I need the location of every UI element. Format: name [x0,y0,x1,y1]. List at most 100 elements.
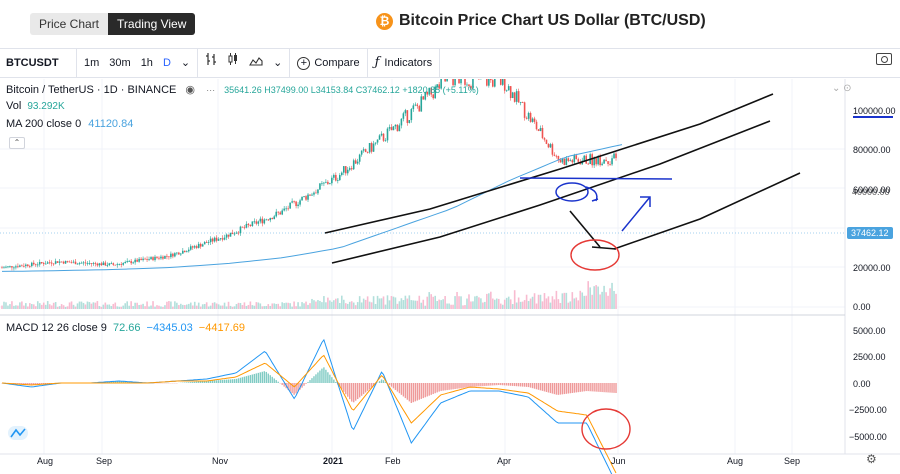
macd-hist-bar [609,383,611,393]
candle-body [5,266,7,268]
interval-dropdown-chevron-icon[interactable]: ⌄ [180,57,191,69]
camera-icon[interactable] [876,53,892,65]
eye-icon[interactable]: ◉ [185,84,196,96]
page-title: Bitcoin Price Chart US Dollar (BTC/USD) [399,12,706,29]
indicators-button[interactable]: ƒ Indicators [370,49,438,77]
area-style-icon[interactable] [244,49,268,77]
interval-1h[interactable]: 1h [140,57,153,69]
volume-bar [505,297,508,309]
candle-body [154,256,156,261]
svg-text:40000.00: 40000.00 [852,187,890,197]
volume-bar [1,305,3,309]
volume-bar [108,304,111,309]
candle-body [460,79,462,84]
legend-pair: Bitcoin / TetherUS · 1D · BINANCE [6,84,177,96]
macd-hist-bar [531,383,534,389]
macd-hist-bar [430,383,432,395]
candle-body [291,201,293,203]
candle-body [146,259,148,261]
volume-bar [255,302,258,309]
candle-body [182,250,184,254]
price-chart[interactable]: 40000.00 [0,79,900,474]
volume-bar [178,305,180,309]
candle-body [289,202,291,209]
volume-bar [555,290,558,309]
symbol-search[interactable]: BTCUSDT [6,57,59,69]
tab-trading-view[interactable]: Trading View [108,13,196,35]
volume-bar [323,296,325,309]
macd-hist-bar [281,383,283,385]
macd-hist-bar [261,371,264,383]
macd-hist-bar [595,383,597,392]
chart-type-chevron-icon[interactable]: ⌄ [273,57,283,69]
settings-gear-icon[interactable]: ⚙ [866,452,877,466]
volume-bar [595,285,597,309]
collapse-legend-button[interactable]: ⌃ [9,137,25,149]
vol-value: 93.292K [27,101,65,112]
macd-hist-bar [452,383,454,390]
interval-d[interactable]: D [162,57,171,69]
volume-bar [7,305,9,309]
macd-hist-bar [303,383,305,386]
macd-hist-bar [418,383,420,400]
volume-bar [509,299,512,309]
tab-price-chart[interactable]: Price Chart [30,13,109,35]
vol-label: Vol [6,100,22,112]
macd-hist-bar [440,383,442,391]
volume-bar [499,303,502,309]
volume-bar [597,286,599,309]
candle-body [309,194,311,196]
indicators-label: Indicators [384,57,433,69]
volume-bar [517,297,520,309]
volume-bar [126,301,128,309]
bar-style-icon[interactable] [200,49,222,77]
tradingview-logo-icon[interactable] [8,426,28,440]
volume-bar [197,302,200,309]
candle-body [436,84,438,87]
candle-body [432,94,434,99]
volume-bar [271,303,274,309]
macd-hist-bar [237,378,240,383]
candle-body [428,87,431,95]
compare-button[interactable]: + Compare [292,49,364,77]
candle-body [533,118,536,122]
candle-body [134,259,136,263]
macd-hist-bar [15,383,17,384]
volume-bar [567,302,570,309]
volume-bar [547,296,550,309]
volume-bar [523,300,526,309]
candle-body [170,253,172,258]
volume-bar [533,293,536,309]
volume-bar [450,304,452,309]
candle-body [207,242,210,243]
volume-bar [213,302,216,309]
candle-body [561,158,564,163]
more-icon[interactable]: ⋯ [206,85,216,95]
macd-hist-bar [412,383,415,403]
candle-body [58,261,61,263]
interval-30m[interactable]: 30m [109,57,131,69]
candle-body [27,264,29,266]
candles-icon[interactable] [222,49,244,77]
circle-macd-mark [581,408,631,450]
volume-bar [265,306,268,309]
candle-body [259,218,262,222]
macd-hist-bar [506,383,508,386]
macd-hist-bar [494,383,496,386]
channel-line-upper [324,93,774,234]
interval-1m[interactable]: 1m [84,57,100,69]
macd-hist-bar [194,381,196,383]
candle-body [408,120,411,123]
volume-bar [460,296,462,309]
macd-hist-bar [525,383,528,387]
macd-tick-minus-5000: −5000.00 [849,432,887,442]
volume-bar [17,305,19,309]
volume-bar [364,299,367,309]
macd-line [1,338,613,474]
plus-circle-icon: + [297,56,311,70]
volume-bar [309,303,311,309]
macd-hist-bar [43,383,45,385]
volume-bar [466,298,468,309]
volume-bar [241,305,244,309]
chart-settings-icons[interactable]: ⌄ ⊙ [832,83,852,94]
